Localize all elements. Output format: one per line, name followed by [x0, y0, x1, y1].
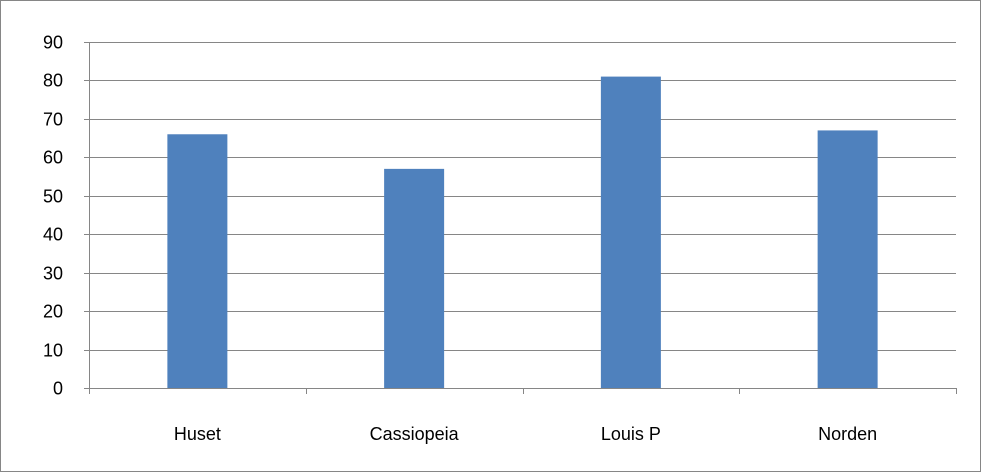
bar-norden: [817, 130, 878, 388]
y-tick-label: 20: [43, 302, 63, 322]
x-category-label: Cassiopeia: [370, 424, 460, 444]
y-tick-label: 30: [43, 264, 63, 284]
x-category-label: Louis P: [601, 424, 661, 444]
bar-cassiopeia: [384, 168, 445, 388]
bar-huset: [167, 134, 228, 388]
x-category-label: Norden: [818, 424, 877, 444]
axes: [84, 42, 957, 394]
bars: [167, 76, 878, 388]
y-tick-label: 90: [43, 33, 63, 53]
y-tick-label: 80: [43, 71, 63, 91]
y-tick-label: 50: [43, 187, 63, 207]
y-tick-label: 60: [43, 148, 63, 168]
y-tick-label: 70: [43, 110, 63, 130]
y-tick-labels: 0 10 20 30 40 50 60 70 80 90: [43, 33, 63, 399]
bar-louis-p: [600, 76, 661, 388]
gridlines: [89, 42, 956, 351]
y-tick-label: 40: [43, 225, 63, 245]
y-tick-label: 10: [43, 341, 63, 361]
x-category-labels: Huset Cassiopeia Louis P Norden: [174, 424, 877, 444]
y-tick-label: 0: [53, 379, 63, 399]
x-category-label: Huset: [174, 424, 221, 444]
